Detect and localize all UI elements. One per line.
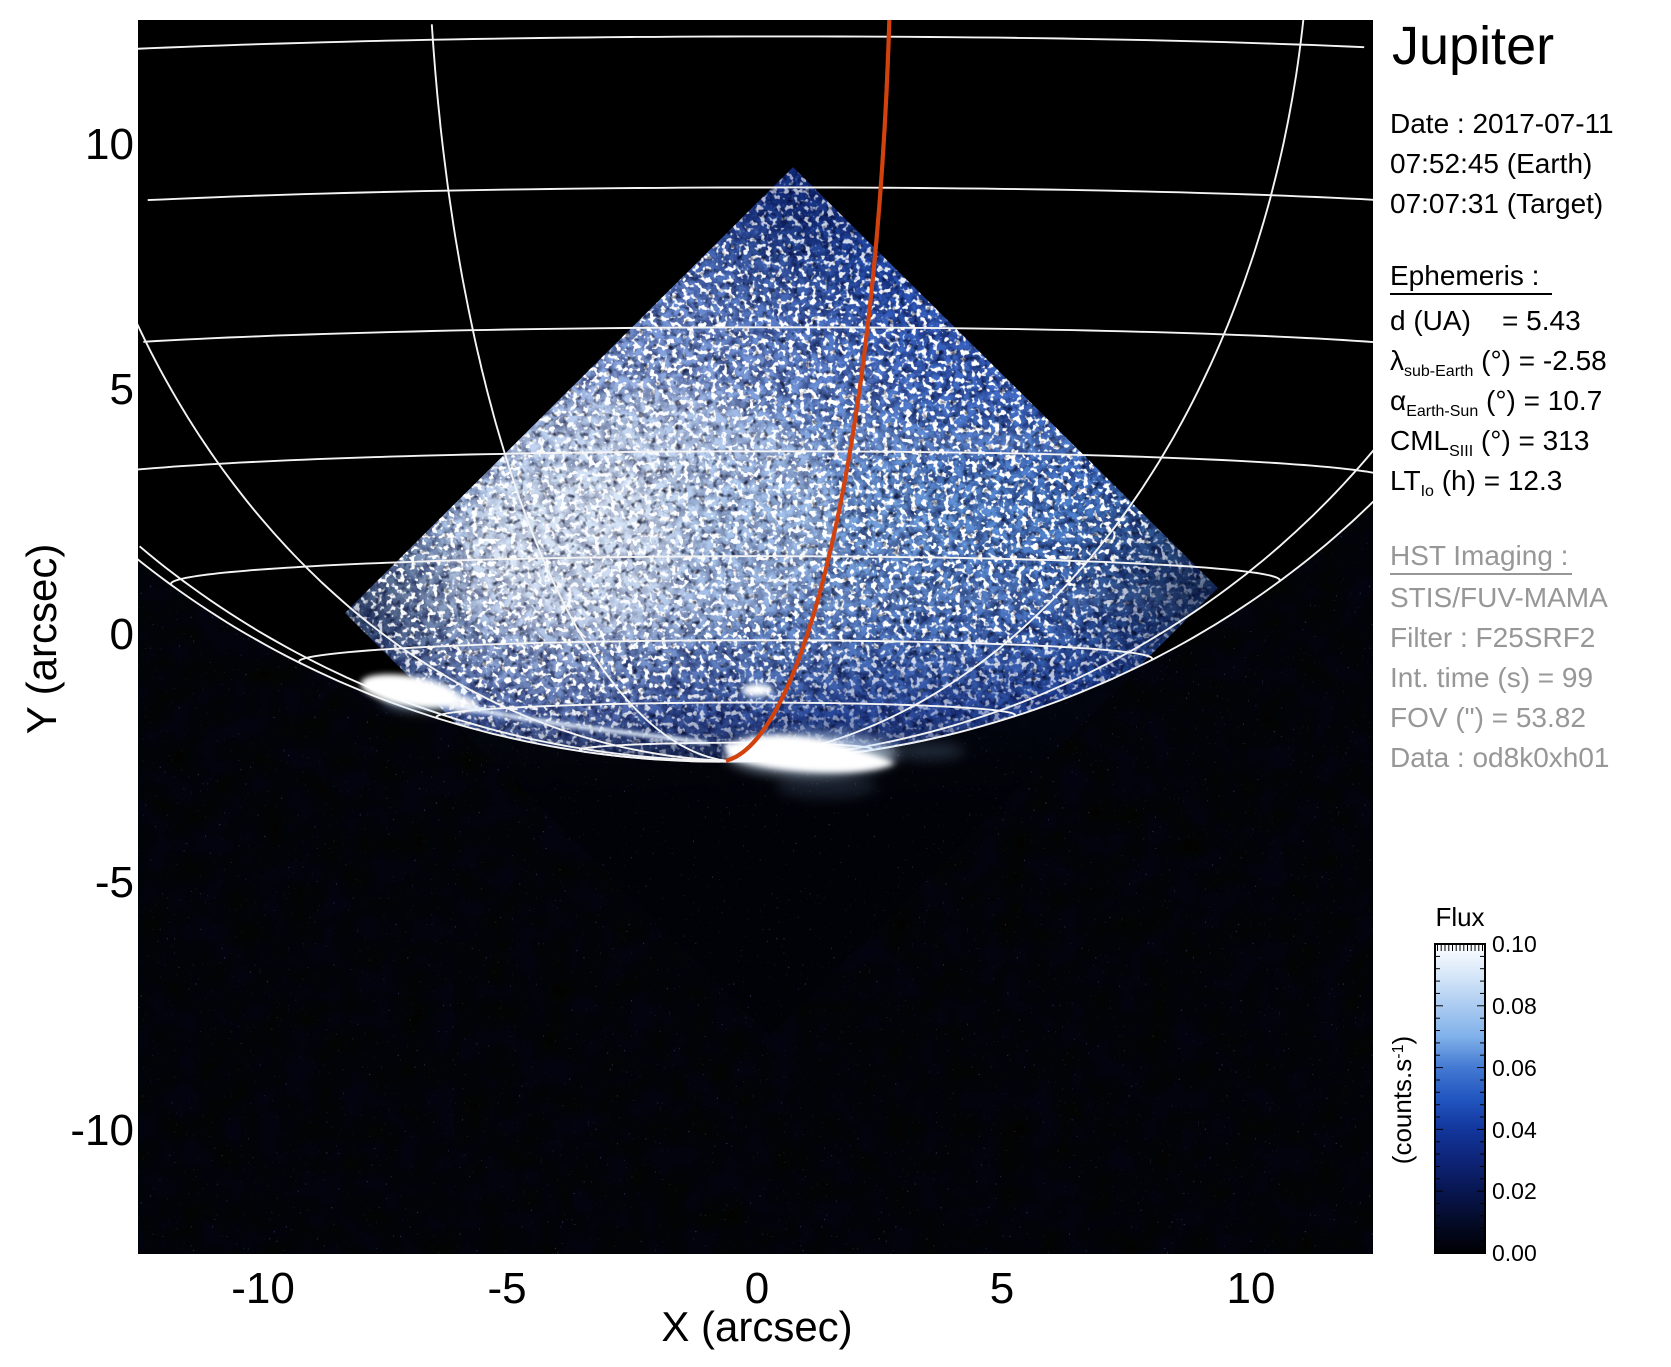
svg-text:0: 0	[110, 610, 134, 659]
svg-text:-10: -10	[231, 1264, 295, 1313]
svg-text:STIS/FUV-MAMA: STIS/FUV-MAMA	[1390, 582, 1608, 613]
svg-text:FOV (") = 53.82: FOV (") = 53.82	[1390, 702, 1586, 733]
svg-text:0.04: 0.04	[1492, 1117, 1537, 1143]
svg-text:Ephemeris :: Ephemeris :	[1390, 260, 1539, 291]
svg-text:07:52:45 (Earth): 07:52:45 (Earth)	[1390, 148, 1592, 179]
svg-text:0.00: 0.00	[1492, 1240, 1537, 1266]
svg-text:HST Imaging :: HST Imaging :	[1390, 540, 1568, 571]
svg-text:0.02: 0.02	[1492, 1178, 1537, 1204]
svg-text:0: 0	[745, 1264, 769, 1313]
svg-text:0.10: 0.10	[1492, 931, 1537, 957]
svg-text:LTIo (h) = 12.3: LTIo (h) = 12.3	[1390, 465, 1562, 500]
svg-text:0.08: 0.08	[1492, 993, 1537, 1019]
svg-text:Date : 2017-07-11: Date : 2017-07-11	[1390, 108, 1614, 139]
svg-text:0.06: 0.06	[1492, 1055, 1537, 1081]
svg-text:Data : od8k0xh01: Data : od8k0xh01	[1390, 742, 1610, 773]
svg-text:Y (arcsec): Y (arcsec)	[18, 544, 65, 735]
svg-text:d (UA) = 5.43: d (UA) = 5.43	[1390, 305, 1581, 336]
svg-text:Int. time (s) = 99: Int. time (s) = 99	[1390, 662, 1593, 693]
svg-text:αEarth-Sun (°) = 10.7: αEarth-Sun (°) = 10.7	[1390, 385, 1602, 420]
svg-text:Filter : F25SRF2: Filter : F25SRF2	[1390, 622, 1595, 653]
svg-text:X (arcsec): X (arcsec)	[661, 1303, 852, 1350]
svg-text:-5: -5	[487, 1264, 526, 1313]
svg-text:10: 10	[85, 120, 134, 169]
svg-text:Jupiter: Jupiter	[1392, 16, 1554, 76]
svg-text:CMLSIII (°) = 313: CMLSIII (°) = 313	[1390, 425, 1589, 460]
svg-text:-10: -10	[70, 1106, 134, 1155]
svg-text:5: 5	[990, 1264, 1014, 1313]
svg-text:-5: -5	[95, 858, 134, 907]
svg-text:10: 10	[1227, 1264, 1276, 1313]
svg-text:5: 5	[110, 365, 134, 414]
svg-text:Flux: Flux	[1435, 902, 1484, 932]
svg-text:07:07:31 (Target): 07:07:31 (Target)	[1390, 188, 1603, 219]
